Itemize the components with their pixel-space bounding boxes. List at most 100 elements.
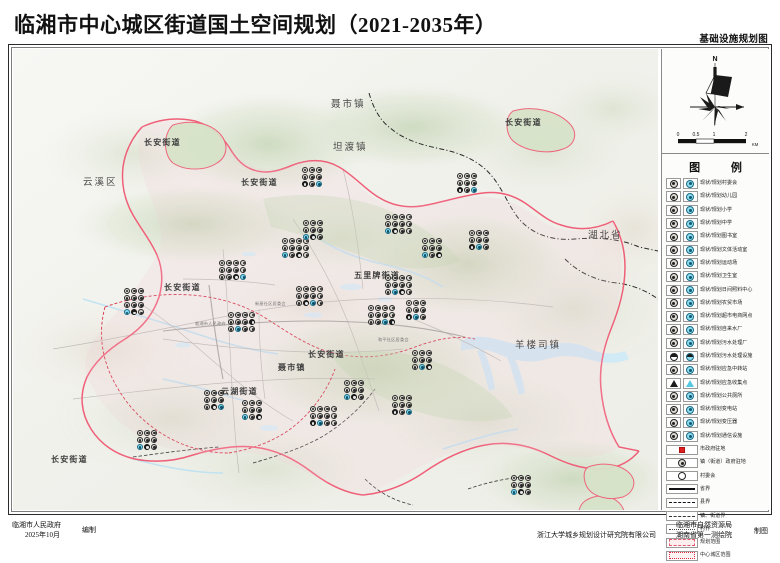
facility-marker-icon[interactable] [232,259,239,266]
facility-marker-icon[interactable] [350,386,357,393]
facility-cluster[interactable] [136,429,158,451]
facility-marker-icon[interactable] [301,180,308,187]
facility-marker-icon[interactable] [463,186,470,193]
facility-marker-icon[interactable] [248,406,255,413]
facility-marker-icon[interactable] [225,266,232,273]
facility-marker-icon[interactable] [232,266,239,273]
facility-marker-icon[interactable] [524,474,531,481]
facility-marker-icon[interactable] [295,244,302,251]
facility-cluster[interactable] [421,237,443,259]
facility-marker-icon[interactable] [406,281,413,288]
facility-marker-icon[interactable] [301,173,308,180]
facility-marker-icon[interactable] [411,363,418,370]
facility-marker-icon[interactable] [302,292,309,299]
facility-cluster[interactable] [309,405,338,427]
facility-marker-icon[interactable] [384,213,391,220]
facility-marker-icon[interactable] [241,406,248,413]
facility-marker-icon[interactable] [302,219,309,226]
facility-marker-icon[interactable] [218,259,225,266]
facility-marker-icon[interactable] [468,229,475,236]
facility-marker-icon[interactable] [309,233,316,240]
facility-marker-icon[interactable] [137,301,144,308]
facility-marker-icon[interactable] [425,349,432,356]
facility-marker-icon[interactable] [384,288,391,295]
facility-marker-icon[interactable] [405,408,412,415]
facility-marker-icon[interactable] [143,429,150,436]
facility-marker-icon[interactable] [309,226,316,233]
facility-marker-icon[interactable] [295,292,302,299]
facility-cluster[interactable] [301,166,323,188]
facility-marker-icon[interactable] [456,179,463,186]
facility-marker-icon[interactable] [225,273,232,280]
facility-marker-icon[interactable] [405,394,412,401]
facility-marker-icon[interactable] [249,318,256,325]
facility-marker-icon[interactable] [418,349,425,356]
facility-marker-icon[interactable] [406,274,413,281]
facility-marker-icon[interactable] [309,419,316,426]
facility-marker-icon[interactable] [425,363,432,370]
facility-marker-icon[interactable] [288,251,295,258]
facility-marker-icon[interactable] [241,399,248,406]
facility-marker-icon[interactable] [391,394,398,401]
facility-marker-icon[interactable] [343,393,350,400]
facility-cluster[interactable] [203,389,225,411]
facility-marker-icon[interactable] [218,266,225,273]
facility-cluster[interactable] [468,229,490,251]
facility-marker-icon[interactable] [323,419,330,426]
facility-marker-icon[interactable] [398,220,405,227]
facility-marker-icon[interactable] [123,287,130,294]
facility-marker-icon[interactable] [411,349,418,356]
facility-marker-icon[interactable] [384,274,391,281]
facility-marker-icon[interactable] [302,285,309,292]
facility-marker-icon[interactable] [398,394,405,401]
facility-marker-icon[interactable] [210,389,217,396]
facility-marker-icon[interactable] [136,429,143,436]
facility-marker-icon[interactable] [130,294,137,301]
facility-marker-icon[interactable] [248,413,255,420]
facility-marker-icon[interactable] [510,481,517,488]
facility-marker-icon[interactable] [309,405,316,412]
facility-marker-icon[interactable] [468,236,475,243]
facility-marker-icon[interactable] [241,325,248,332]
facility-marker-icon[interactable] [232,273,239,280]
facility-marker-icon[interactable] [475,229,482,236]
facility-marker-icon[interactable] [295,285,302,292]
facility-marker-icon[interactable] [384,281,391,288]
facility-marker-icon[interactable] [391,274,398,281]
facility-marker-icon[interactable] [367,304,374,311]
facility-marker-icon[interactable] [391,288,398,295]
facility-marker-icon[interactable] [295,299,302,306]
facility-marker-icon[interactable] [405,401,412,408]
facility-marker-icon[interactable] [421,237,428,244]
facility-marker-icon[interactable] [470,172,477,179]
facility-cluster[interactable] [384,274,413,296]
facility-marker-icon[interactable] [350,379,357,386]
facility-marker-icon[interactable] [249,311,256,318]
facility-marker-icon[interactable] [357,386,364,393]
facility-marker-icon[interactable] [301,166,308,173]
facility-marker-icon[interactable] [316,412,323,419]
facility-marker-icon[interactable] [323,412,330,419]
facility-marker-icon[interactable] [281,244,288,251]
facility-marker-icon[interactable] [398,281,405,288]
facility-marker-icon[interactable] [391,213,398,220]
facility-marker-icon[interactable] [428,237,435,244]
facility-marker-icon[interactable] [315,180,322,187]
facility-marker-icon[interactable] [406,213,413,220]
facility-marker-icon[interactable] [468,243,475,250]
facility-marker-icon[interactable] [381,304,388,311]
facility-cluster[interactable] [218,259,247,281]
facility-marker-icon[interactable] [303,244,310,251]
facility-marker-icon[interactable] [412,306,419,313]
facility-marker-icon[interactable] [130,309,137,316]
facility-marker-icon[interactable] [317,292,324,299]
facility-marker-icon[interactable] [137,309,144,316]
facility-marker-icon[interactable] [136,436,143,443]
facility-marker-icon[interactable] [412,313,419,320]
facility-marker-icon[interactable] [130,301,137,308]
facility-marker-icon[interactable] [309,299,316,306]
facility-marker-icon[interactable] [218,273,225,280]
facility-cluster[interactable] [123,287,145,316]
facility-marker-icon[interactable] [234,311,241,318]
facility-marker-icon[interactable] [435,244,442,251]
